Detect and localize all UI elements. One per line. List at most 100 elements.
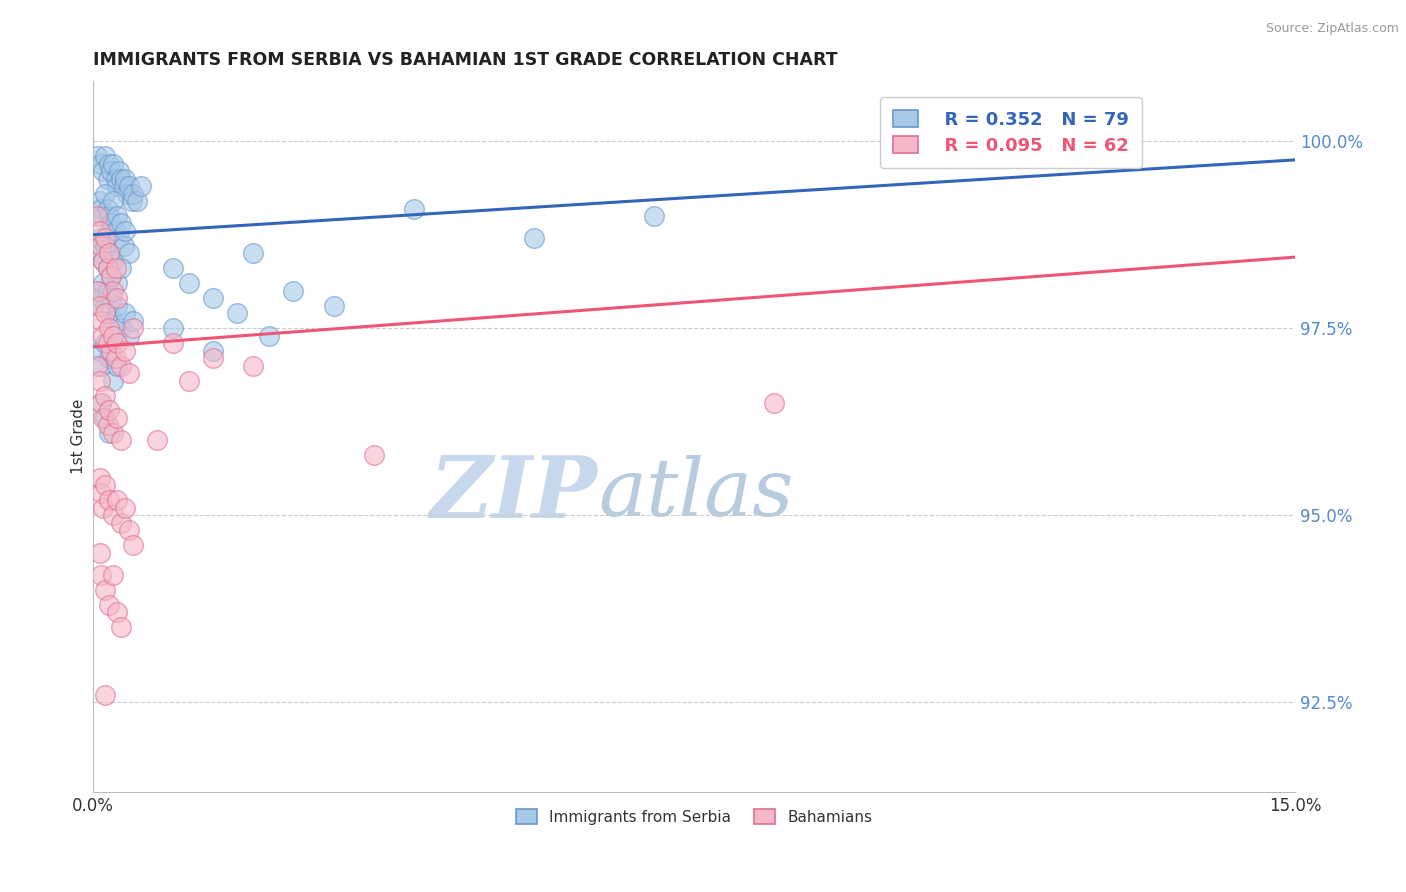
Point (242, 246, 264, 260)
Point (523, 231, 546, 245)
Point (86, 149, 108, 163)
Point (103, 508, 125, 523)
Point (127, 194, 149, 208)
Text: Source: ZipAtlas.com: Source: ZipAtlas.com (1265, 22, 1399, 36)
Point (162, 261, 184, 276)
Point (89, 343, 111, 358)
Point (115, 186, 138, 201)
Point (105, 411, 128, 425)
Point (105, 359, 128, 373)
Point (90, 291, 112, 305)
Point (94, 336, 117, 351)
Point (112, 239, 135, 253)
Point (89, 224, 111, 238)
Point (94, 478, 117, 492)
Point (100, 217, 122, 231)
Point (114, 500, 136, 515)
Point (283, 284, 305, 298)
Point (98, 425, 121, 440)
Point (103, 328, 125, 343)
Point (103, 425, 125, 440)
Point (162, 321, 184, 335)
Point (402, 202, 425, 216)
Point (97, 418, 120, 433)
Point (108, 164, 131, 178)
Point (86, 359, 108, 373)
Point (97, 261, 120, 276)
Point (90, 568, 112, 582)
Point (94, 149, 117, 163)
Point (98, 598, 121, 612)
Point (97, 171, 120, 186)
Point (179, 374, 201, 388)
Point (363, 448, 385, 462)
Point (98, 493, 121, 508)
Point (86, 284, 108, 298)
Point (91, 411, 114, 425)
Point (97, 261, 120, 276)
Point (100, 268, 122, 283)
Point (90, 314, 112, 328)
Point (90, 485, 112, 500)
Point (110, 261, 132, 276)
Point (103, 284, 125, 298)
Point (103, 253, 125, 268)
Point (122, 321, 145, 335)
Point (104, 224, 127, 238)
Point (98, 351, 121, 365)
Point (98, 403, 121, 417)
Point (97, 284, 120, 298)
Point (98, 209, 121, 223)
Point (89, 284, 111, 298)
Point (162, 336, 184, 351)
Point (86, 209, 108, 223)
Text: IMMIGRANTS FROM SERBIA VS BAHAMIAN 1ST GRADE CORRELATION CHART: IMMIGRANTS FROM SERBIA VS BAHAMIAN 1ST G… (93, 51, 838, 69)
Point (118, 328, 141, 343)
Point (118, 523, 141, 537)
Point (118, 246, 141, 260)
Point (100, 164, 122, 178)
Point (114, 171, 136, 186)
Point (103, 568, 125, 582)
Point (89, 546, 111, 560)
Point (100, 268, 122, 283)
Point (98, 306, 121, 320)
Point (90, 246, 112, 260)
Point (108, 231, 131, 245)
Point (94, 186, 117, 201)
Point (90, 359, 112, 373)
Point (94, 411, 117, 425)
Point (91, 253, 114, 268)
Point (105, 179, 128, 194)
Point (89, 231, 111, 245)
Point (90, 396, 112, 410)
Point (97, 336, 120, 351)
Text: atlas: atlas (598, 455, 793, 533)
Point (100, 291, 122, 305)
Point (121, 194, 143, 208)
Point (103, 156, 125, 170)
Point (110, 321, 132, 335)
Point (103, 314, 125, 328)
Point (97, 202, 120, 216)
Point (91, 277, 114, 291)
Point (763, 396, 786, 410)
Point (94, 306, 117, 320)
Point (322, 299, 344, 313)
Point (89, 299, 111, 313)
Point (146, 434, 169, 448)
Point (91, 328, 114, 343)
Point (202, 291, 225, 305)
Point (122, 538, 145, 552)
Point (94, 231, 117, 245)
Point (89, 194, 111, 208)
Point (122, 314, 145, 328)
Point (112, 179, 135, 194)
Point (103, 194, 125, 208)
Point (103, 374, 125, 388)
Point (90, 156, 112, 170)
Point (94, 299, 117, 313)
Y-axis label: 1st Grade: 1st Grade (72, 399, 86, 475)
Point (98, 246, 121, 260)
Point (90, 202, 112, 216)
